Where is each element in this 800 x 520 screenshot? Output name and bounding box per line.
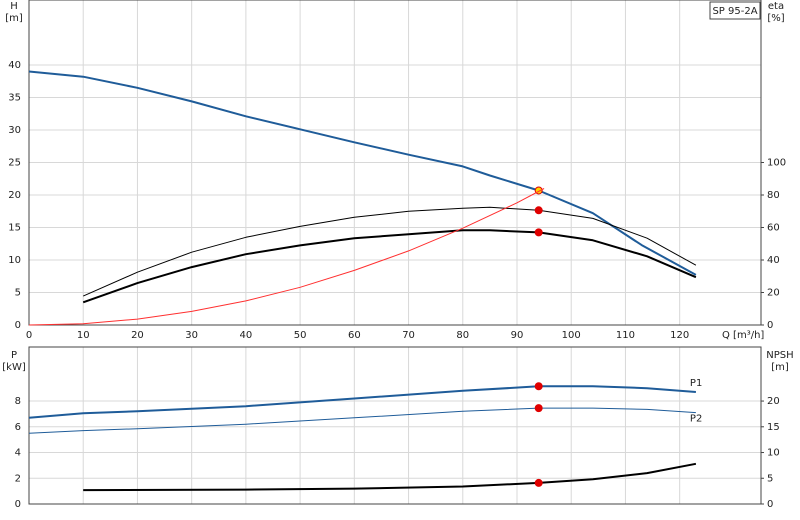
y-tick-label: 15: [8, 223, 21, 234]
y-tick-label: 30: [8, 125, 21, 136]
y-tick-label: 6: [15, 422, 21, 433]
x-tick-label: 100: [562, 330, 581, 341]
plot-frame: [28, 0, 762, 326]
y-tick-label: 40: [8, 60, 21, 71]
x-tick-label: 0: [26, 330, 32, 341]
series-label: P2: [690, 414, 702, 425]
y2-unit: [m]: [771, 362, 789, 373]
y-label: H: [10, 1, 18, 12]
y2-label: eta: [768, 1, 784, 12]
x-tick-label: 10: [77, 330, 90, 341]
x-tick-label: 50: [294, 330, 307, 341]
x-label: Q [m³/h]: [722, 330, 764, 341]
y2-tick-label: 60: [767, 223, 780, 234]
x-tick-label: 20: [131, 330, 144, 341]
y-tick-label: 10: [8, 255, 21, 266]
x-tick-label: 60: [348, 330, 361, 341]
y-tick-label: 20: [8, 190, 21, 201]
y2-label: NPSH: [766, 350, 793, 361]
y-tick-label: 0: [15, 499, 21, 510]
chart-title: SP 95-2A: [712, 6, 757, 17]
curve: [28, 188, 545, 326]
series-label: P1: [690, 378, 702, 389]
curve: [82, 229, 697, 304]
y2-unit: [%]: [767, 13, 784, 24]
y2-tick-label: 20: [767, 396, 780, 407]
duty-point: [534, 478, 543, 487]
x-tick-label: 30: [185, 330, 198, 341]
frame-layer: [28, 0, 764, 505]
duty-point: [534, 228, 543, 237]
x-tick-label: 110: [616, 330, 635, 341]
x-tick-label: 120: [670, 330, 689, 341]
curve: [28, 407, 696, 434]
y-tick-label: 4: [15, 448, 21, 459]
y-tick-label: 2: [15, 473, 21, 484]
curve: [28, 70, 697, 276]
duty-point: [534, 206, 543, 215]
y-tick-label: 8: [15, 396, 21, 407]
duty-point: [534, 382, 543, 391]
y2-tick-label: 80: [767, 190, 780, 201]
y-tick-label: 0: [15, 320, 21, 331]
y2-tick-label: 20: [767, 288, 780, 299]
y2-tick-label: 100: [767, 158, 786, 169]
title-box: [709, 1, 761, 20]
x-tick-label: 40: [240, 330, 253, 341]
y2-tick-label: 0: [767, 320, 773, 331]
x-tick-label: 90: [511, 330, 524, 341]
y-tick-label: 25: [8, 158, 21, 169]
y2-tick-label: 15: [767, 422, 780, 433]
plot-frame: [28, 346, 762, 505]
y-tick-label: 35: [8, 93, 21, 104]
y-tick-label: 5: [15, 288, 21, 299]
y2-tick-label: 0: [767, 499, 773, 510]
x-tick-label: 70: [402, 330, 415, 341]
y-unit: [kW]: [2, 362, 26, 373]
y-unit: [m]: [5, 13, 23, 24]
curve: [28, 385, 696, 419]
data-layer: [28, 70, 697, 492]
curve: [83, 462, 697, 492]
curve: [82, 206, 697, 297]
duty-point: [534, 404, 543, 413]
y2-tick-label: 5: [767, 473, 773, 484]
y2-tick-label: 10: [767, 448, 780, 459]
y-label: P: [11, 350, 17, 361]
y2-tick-label: 40: [767, 255, 780, 266]
x-tick-label: 80: [456, 330, 469, 341]
